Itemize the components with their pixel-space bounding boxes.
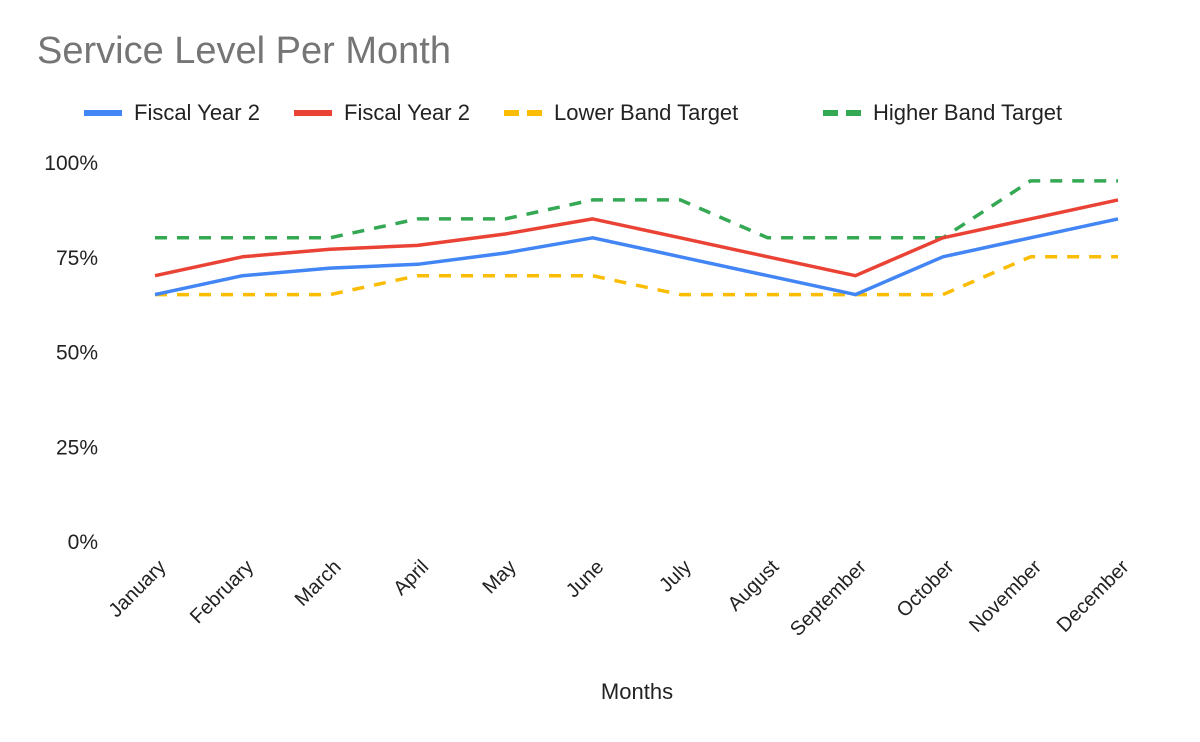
x-tick-label: May (478, 556, 520, 598)
chart-title: Service Level Per Month (37, 30, 451, 72)
y-tick-label: 25% (56, 436, 98, 459)
x-tick-label: January (105, 556, 171, 622)
x-tick-label: September (786, 556, 871, 641)
legend-swatch-series-2 (294, 110, 332, 116)
x-tick-label: November (965, 556, 1046, 637)
legend-label-series-4: Higher Band Target (873, 100, 1063, 125)
series-lines (154, 179, 1119, 297)
legend-swatch-series-1 (84, 110, 122, 116)
legend-swatch-series-4 (823, 110, 861, 116)
x-tick-label: March (291, 556, 346, 611)
legend-label-series-3: Lower Band Target (554, 100, 739, 125)
x-tick-label: July (655, 556, 696, 597)
series-line-2[interactable] (154, 198, 1119, 278)
y-tick-label: 50% (56, 342, 98, 365)
x-tick-label: February (186, 556, 258, 628)
x-tick-label: October (893, 556, 959, 622)
y-tick-label: 75% (56, 247, 98, 270)
x-axis: January February March April May June July Augu… (105, 556, 1134, 641)
legend-item-series-4[interactable]: Higher Band Target (823, 98, 1062, 128)
x-tick-label: April (389, 556, 433, 600)
legend-item-series-2[interactable]: Fiscal Year 2 (294, 98, 470, 128)
legend-label-series-2: Fiscal Year 2 (344, 100, 470, 125)
y-tick-label: 100% (44, 152, 98, 175)
legend-swatch-series-3 (504, 110, 542, 116)
series-line-4[interactable] (155, 179, 1118, 240)
legend-item-series-1[interactable]: Fiscal Year 2 (84, 98, 260, 128)
x-tick-label: December (1053, 556, 1134, 637)
legend-label-series-1: Fiscal Year 2 (134, 100, 260, 125)
series-line-1[interactable] (154, 217, 1119, 297)
x-tick-label: June (562, 556, 608, 602)
legend-item-series-3[interactable]: Lower Band Target (504, 98, 738, 128)
y-axis: 0% 25% 50% 75% 100% (44, 152, 98, 554)
x-tick-label: August (724, 556, 784, 616)
x-axis-title: Months (601, 679, 673, 704)
y-tick-label: 0% (68, 531, 98, 554)
series-line-3[interactable] (155, 255, 1118, 297)
